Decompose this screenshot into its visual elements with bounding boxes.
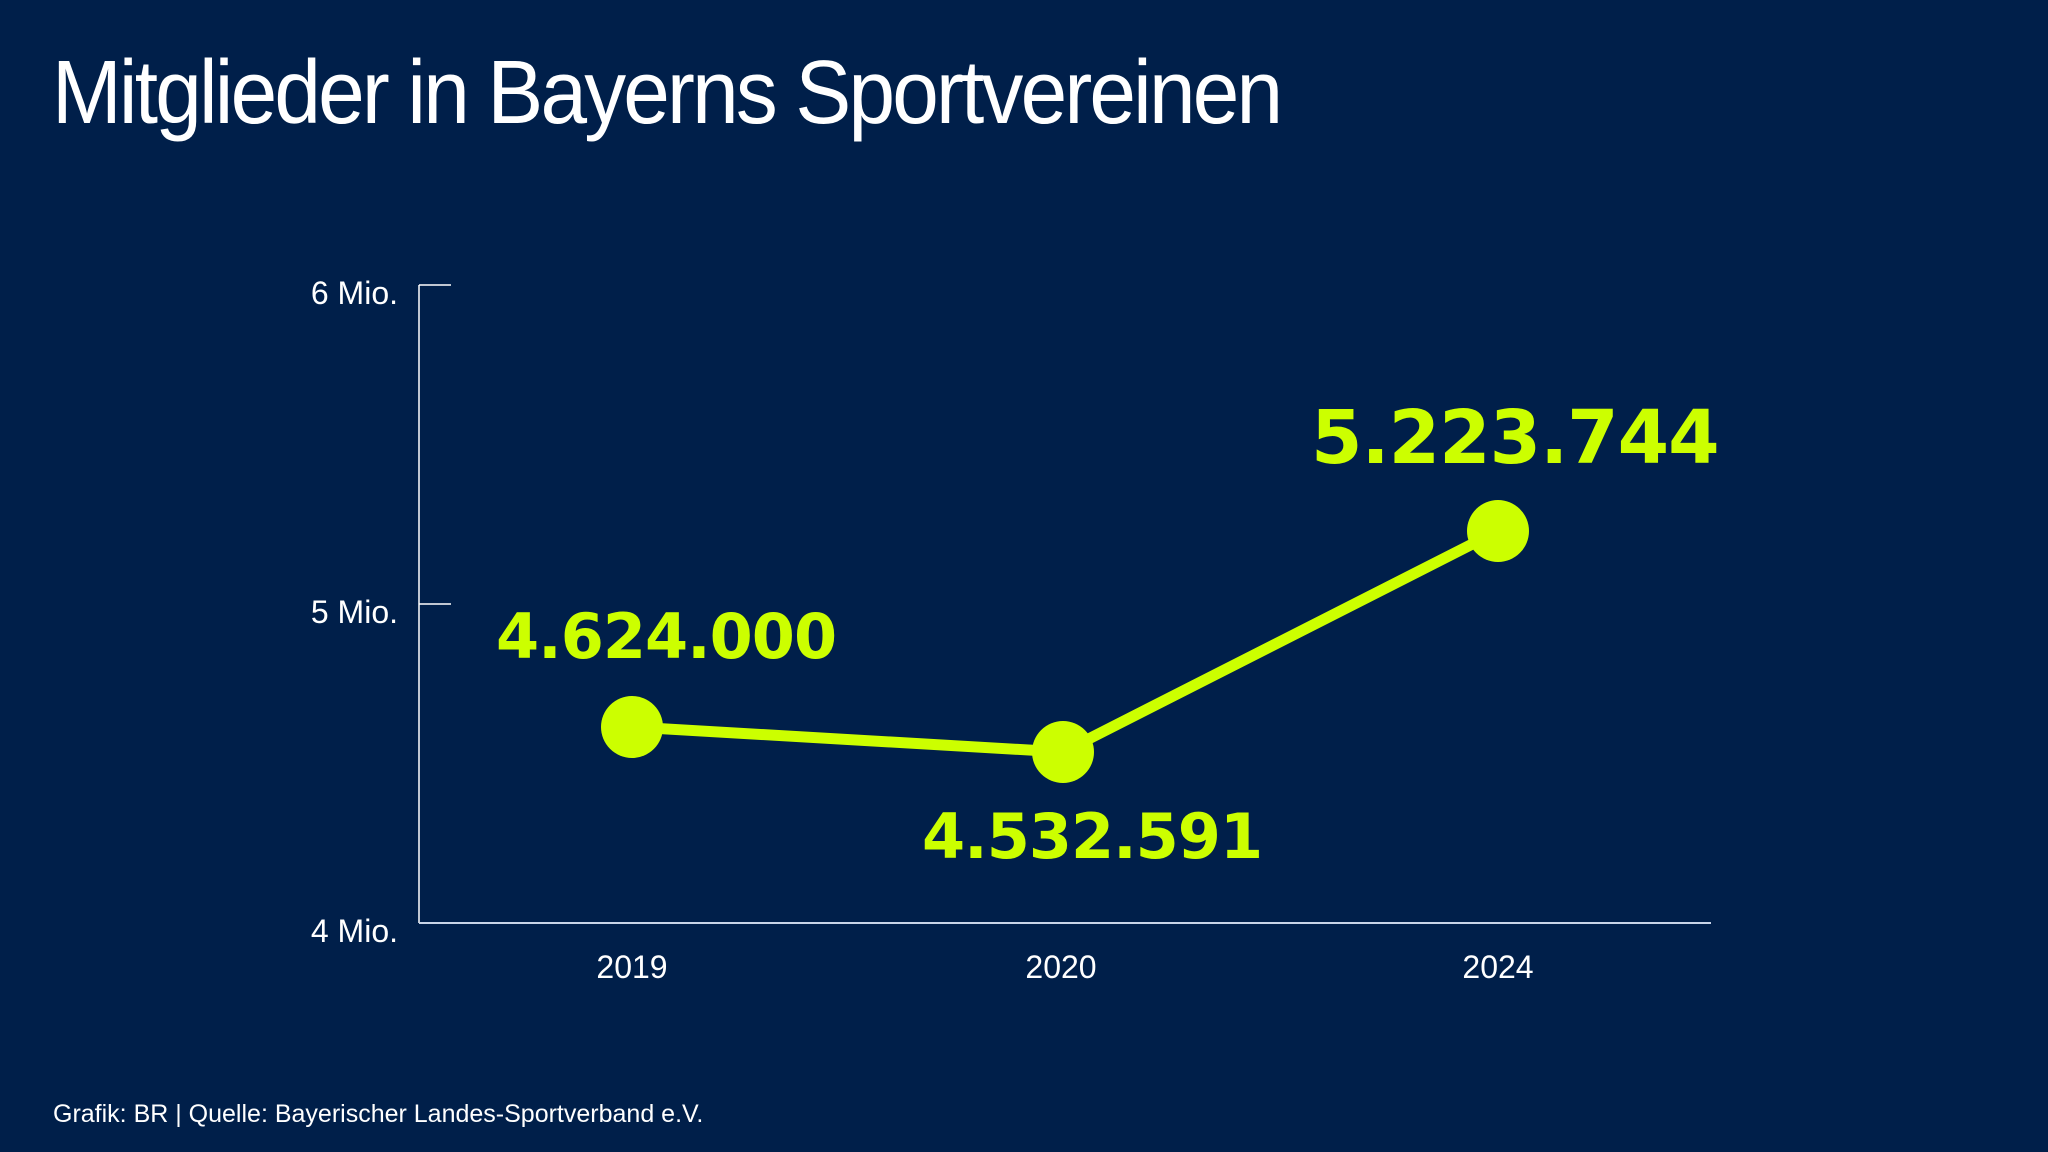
data-point-2024 (1467, 500, 1529, 562)
chart-title: Mitglieder in Bayerns Sportvereinen (52, 43, 1283, 143)
data-point-2019 (601, 696, 663, 758)
data-label-2020: 4.532.591 (922, 800, 1263, 873)
source-footer: Grafik: BR | Quelle: Bayerischer Landes-… (53, 1100, 704, 1128)
x-tick-label-2019: 2019 (596, 949, 668, 985)
data-label-2024: 5.223.744 (1311, 395, 1720, 481)
y-tick-label-6mio: 6 Mio. (310, 275, 398, 311)
data-label-2019: 4.624.000 (496, 600, 837, 673)
y-tick-label-4mio: 4 Mio. (310, 913, 398, 949)
data-point-2020 (1032, 721, 1094, 783)
y-tick-label-5mio: 5 Mio. (310, 594, 398, 630)
x-tick-label-2024: 2024 (1462, 949, 1534, 985)
x-tick-label-2020: 2020 (1025, 949, 1097, 985)
